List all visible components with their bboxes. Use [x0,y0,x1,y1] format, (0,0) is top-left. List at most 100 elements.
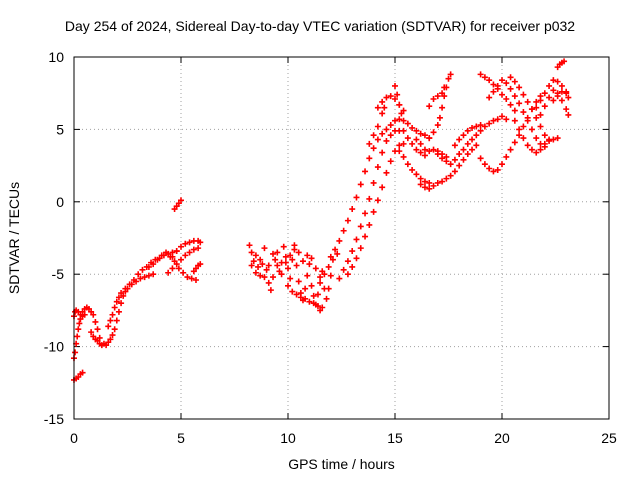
data-point [173,248,180,255]
plot-frame [73,56,610,420]
data-point [379,149,386,156]
data-point [400,117,407,124]
y-tick-label: -15 [44,411,64,427]
data-point [516,126,523,133]
data-point [546,94,553,101]
data-point [374,136,381,143]
data-point [175,265,182,272]
data-point [533,98,540,105]
data-point [362,233,369,240]
data-point [511,117,518,124]
x-tick-label: 10 [280,430,296,446]
data-point [295,249,302,256]
data-point [113,317,120,324]
data-point [139,266,146,273]
data-point [383,137,390,144]
data-point [481,74,488,81]
data-point [126,281,133,288]
data-point [404,161,411,168]
data-point [357,223,364,230]
data-point [178,243,184,250]
data-point [302,295,309,302]
data-point [486,165,493,172]
data-point [280,243,287,250]
data-point [265,262,272,269]
data-point [426,148,433,155]
data-point [293,291,300,298]
data-point [248,262,255,269]
data-point [507,101,514,108]
data-point [302,285,309,292]
data-point [141,274,148,281]
y-tick-label: 10 [48,49,64,65]
data-point [473,142,480,149]
data-point [366,221,373,228]
data-point [503,153,510,160]
data-point [445,75,452,82]
data-point [289,256,296,263]
data-point [499,161,505,168]
data-point [486,120,493,127]
data-point [456,136,463,143]
data-point [430,182,437,189]
data-point [451,142,458,149]
y-tick-label: 5 [56,121,64,137]
data-point [310,292,317,299]
data-point [178,256,184,263]
data-point [413,171,420,178]
data-point [520,91,527,98]
data-point [524,142,531,149]
data-point [263,266,270,273]
data-point [192,276,199,283]
data-point [473,123,480,130]
data-point [107,317,114,324]
data-point [197,239,204,246]
data-point [456,151,463,158]
data-point [464,151,471,158]
data-point [334,250,341,257]
data-point [312,265,319,272]
data-point [563,90,570,97]
y-tick-label: -5 [52,266,65,282]
data-point [130,276,137,283]
data-point [323,295,330,302]
data-point [558,88,565,95]
data-point [447,172,454,179]
data-point [314,303,321,310]
data-point [297,294,304,301]
data-point [370,208,377,215]
data-point [439,90,446,97]
data-point [507,74,514,81]
data-point [537,111,544,118]
data-point [257,256,264,263]
data-point [336,275,343,282]
data-point [293,262,300,269]
data-point [550,97,557,104]
data-point [516,132,523,139]
data-point [379,98,386,105]
data-point [436,114,443,121]
data-point [115,308,122,315]
data-point [259,261,266,268]
y-tick-label: 0 [56,194,64,210]
data-point [383,169,390,176]
data-point [537,123,544,130]
data-point [163,249,170,256]
data-point [490,168,497,175]
data-point [250,258,257,265]
data-point [321,271,328,278]
data-point [299,258,306,265]
data-point [404,135,411,142]
data-point [486,77,493,84]
data-point [349,248,356,255]
data-point [387,122,394,129]
data-point [115,294,122,301]
data-point [190,246,197,253]
data-point [325,263,332,270]
data-point [387,93,394,100]
data-point [430,129,437,136]
data-point [327,253,334,260]
data-point [469,124,476,131]
data-point [304,272,311,279]
data-point [464,127,471,134]
